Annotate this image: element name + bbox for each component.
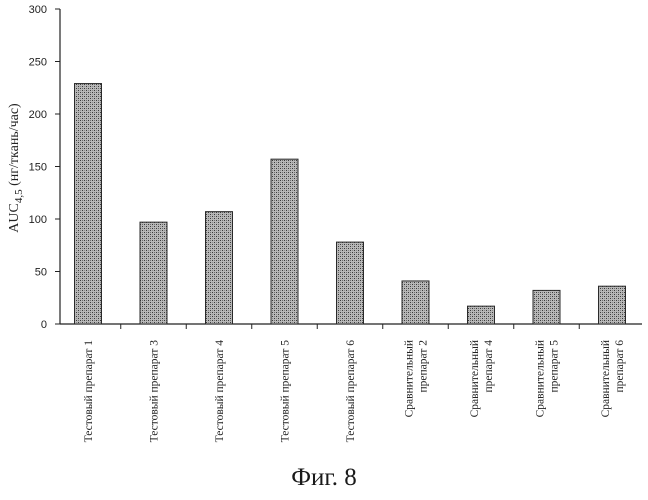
bar — [271, 159, 298, 324]
x-category-label-line: препарат 4 — [483, 340, 495, 393]
bar — [402, 281, 429, 324]
bar — [140, 222, 167, 324]
bar — [206, 212, 233, 324]
x-category-label: Тестовый препарат 6 — [345, 340, 357, 443]
x-category-label-line: препарат 2 — [418, 340, 430, 393]
y-tick-label: 250 — [29, 57, 47, 69]
x-category-label-line: Тестовый препарат 6 — [345, 340, 357, 443]
y-axis-title: AUC4,5 (нг/ткань/час) — [7, 103, 25, 233]
x-category-label: Сравнительныйпрепарат 2 — [404, 340, 430, 418]
y-tick-label: 50 — [35, 267, 47, 279]
bar — [468, 306, 495, 324]
x-category-label: Тестовый препарат 1 — [83, 340, 95, 443]
x-category-label-line: Сравнительный — [404, 340, 416, 417]
x-category-label: Тестовый препарат 3 — [149, 340, 161, 443]
bar — [337, 242, 364, 324]
bar — [599, 286, 626, 324]
x-category-label-line: Тестовый препарат 1 — [83, 340, 95, 443]
y-tick-label: 200 — [29, 109, 47, 121]
y-axis-title-main: AUC — [7, 203, 22, 233]
x-axis — [60, 324, 642, 329]
x-category-label: Сравнительныйпрепарат 6 — [600, 340, 626, 418]
y-tick-label: 300 — [29, 4, 47, 16]
x-category-label-line: Сравнительный — [535, 340, 547, 417]
bar — [75, 84, 102, 324]
x-category-label-line: Тестовый препарат 4 — [214, 340, 226, 443]
bar — [533, 290, 560, 324]
x-category-label: Сравнительныйпрепарат 5 — [535, 340, 561, 418]
y-tick-label: 150 — [29, 162, 47, 174]
x-category-label-line: Тестовый препарат 5 — [280, 340, 292, 443]
y-axis: 0 50 100 150 200 250 300 — [29, 4, 60, 331]
y-axis-title-subscript: 4,5 — [13, 189, 25, 203]
x-category-label: Тестовый препарат 5 — [280, 340, 292, 443]
category-labels: Тестовый препарат 1 Тестовый препарат 3 Те… — [83, 340, 626, 443]
bars — [75, 84, 626, 324]
x-category-label: Сравнительныйпрепарат 4 — [469, 340, 495, 418]
x-category-label-line: Сравнительный — [469, 340, 481, 417]
y-tick-label: 0 — [41, 319, 47, 331]
x-category-label-line: препарат 6 — [614, 340, 626, 393]
x-category-label-line: Сравнительный — [600, 340, 612, 417]
y-axis-title-unit: (нг/ткань/час) — [7, 103, 22, 189]
x-category-label: Тестовый препарат 4 — [214, 340, 226, 443]
x-category-label-line: препарат 5 — [549, 340, 561, 393]
x-category-label-line: Тестовый препарат 3 — [149, 340, 161, 443]
y-tick-label: 100 — [29, 214, 47, 226]
figure-caption: Фиг. 8 — [0, 464, 648, 492]
